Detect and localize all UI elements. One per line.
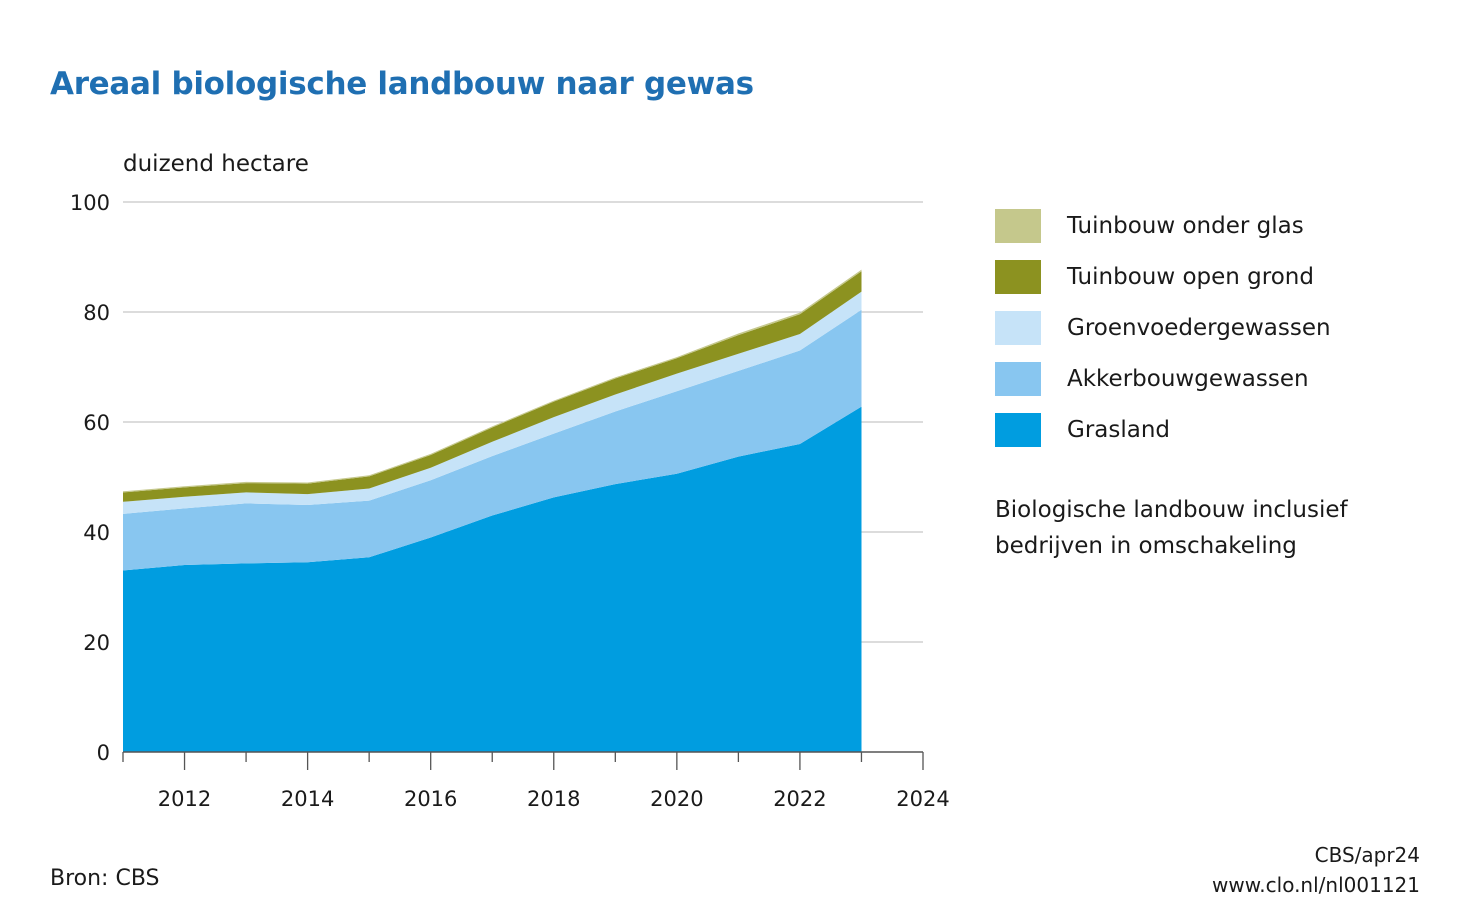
legend-item-tuinbouw-open-grond: Tuinbouw open grond: [995, 251, 1331, 302]
legend-swatch-groenvoedergewassen: [995, 310, 1041, 345]
chart-note-line-2: bedrijven in omschakeling: [995, 533, 1297, 559]
x-tick-label-2020: 2020: [650, 787, 703, 811]
legend-label-tuinbouw-open-grond: Tuinbouw open grond: [1067, 263, 1314, 290]
legend-item-grasland: Grasland: [995, 404, 1331, 455]
x-tick-label-2022: 2022: [773, 787, 826, 811]
legend-item-groenvoedergewassen: Groenvoedergewassen: [995, 302, 1331, 353]
credits-url[interactable]: www.clo.nl/nl001121: [1212, 873, 1420, 897]
legend-label-akkerbouwgewassen: Akkerbouwgewassen: [1067, 365, 1309, 392]
legend-item-akkerbouwgewassen: Akkerbouwgewassen: [995, 353, 1331, 404]
x-tick-label-2014: 2014: [281, 787, 334, 811]
x-tick-label-2018: 2018: [527, 787, 580, 811]
area-series: [123, 269, 862, 752]
x-tick-label-2024: 2024: [896, 787, 949, 811]
legend-swatch-akkerbouwgewassen: [995, 361, 1041, 396]
y-tick-label-60: 60: [83, 411, 110, 435]
stacked-area-chart: 2012 2014 2016 2018 2020 2022 2024 0 20 40 60 80 100: [70, 191, 950, 811]
chart-title: Areaal biologische landbouw naar gewas: [50, 66, 754, 102]
y-axis-unit-label: duizend hectare: [123, 151, 309, 177]
x-tick-label-2012: 2012: [158, 787, 211, 811]
area-grasland: [123, 406, 862, 752]
area-akkerbouwgewassen: [123, 309, 862, 571]
axes: 2012 2014 2016 2018 2020 2022 2024 0 20 40 60 80 100: [70, 191, 950, 811]
y-tick-label-0: 0: [97, 741, 110, 765]
chart-note-line-1: Biologische landbouw inclusief: [995, 497, 1348, 523]
legend: Tuinbouw onder glas Tuinbouw open grond Gr…: [995, 200, 1331, 455]
x-tick-label-2016: 2016: [404, 787, 457, 811]
legend-swatch-grasland: [995, 412, 1041, 447]
y-tick-label-100: 100: [70, 191, 110, 215]
credits-date: CBS/apr24: [1314, 843, 1420, 867]
legend-label-groenvoedergewassen: Groenvoedergewassen: [1067, 314, 1331, 341]
legend-swatch-tuinbouw-open-grond: [995, 259, 1041, 294]
y-tick-label-40: 40: [83, 521, 110, 545]
legend-label-tuinbouw-onder-glas: Tuinbouw onder glas: [1067, 212, 1304, 239]
legend-swatch-tuinbouw-onder-glas: [995, 208, 1041, 243]
credits: CBS/apr24 www.clo.nl/nl001121: [1212, 840, 1420, 900]
source-label: Bron: CBS: [50, 866, 160, 891]
legend-item-tuinbouw-onder-glas: Tuinbouw onder glas: [995, 200, 1331, 251]
legend-label-grasland: Grasland: [1067, 416, 1171, 443]
y-tick-label-80: 80: [83, 301, 110, 325]
chart-note: Biologische landbouw inclusief bedrijven…: [995, 492, 1348, 564]
y-tick-label-20: 20: [83, 631, 110, 655]
